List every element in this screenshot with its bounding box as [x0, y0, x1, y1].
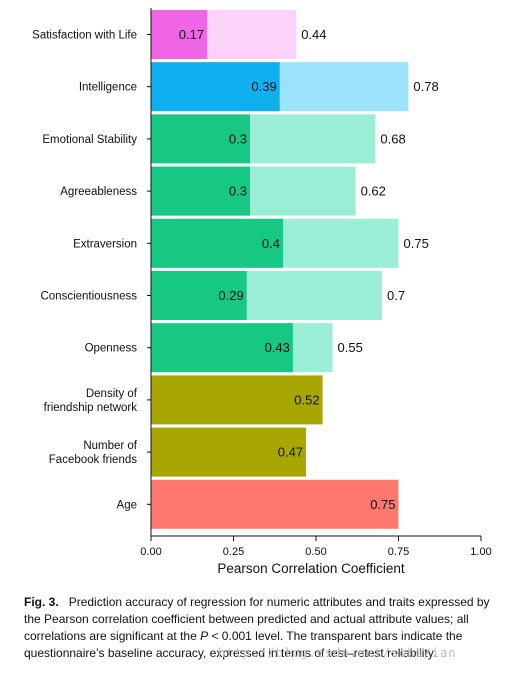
value-bar	[151, 10, 208, 59]
baseline-value-label: 0.55	[338, 340, 363, 355]
bar-chart: 0.44 0.17 0.78 0.39 0.68 0.3 0.62 0.3 0.75 0.4 0.7…	[32, 8, 492, 576]
x-tick-label: 0.75	[388, 546, 409, 558]
category-label: Openness	[85, 343, 138, 355]
bar-value-label: 0.17	[179, 27, 204, 42]
value-bar	[151, 271, 247, 320]
category-label: Emotional Stability	[42, 134, 137, 146]
value-bar	[151, 218, 283, 268]
category-labels: Satisfaction with Life Intelligence Emotio…	[32, 30, 151, 511]
baseline-value-label: 0.62	[361, 184, 386, 199]
category-label: Number of	[83, 440, 137, 452]
value-bar	[151, 375, 323, 425]
bar-value-label: 0.47	[278, 445, 303, 460]
category-label: Facebook friends	[49, 454, 137, 466]
value-bar	[151, 62, 280, 112]
caption-label: Fig. 3.	[24, 595, 59, 609]
watermark: http://blog.csdn.net/sohu/ian	[218, 646, 457, 660]
caption-text-after: < 0.001 level. The transparent bars indi…	[24, 629, 463, 660]
x-axis: 0.00 0.25 0.50 0.75 1.00	[140, 535, 492, 558]
baseline-value-label: 0.68	[380, 131, 405, 146]
figure-caption: Fig. 3. Prediction accuracy of regressio…	[24, 594, 494, 662]
x-tick-label: 0.50	[305, 546, 326, 558]
category-label: Density of	[86, 388, 138, 400]
value-bar	[151, 166, 250, 216]
category-label: friendship network	[44, 402, 138, 414]
category-label: Satisfaction with Life	[32, 30, 137, 42]
category-label: Extraversion	[73, 238, 137, 250]
bar-value-label: 0.39	[251, 79, 276, 94]
baseline-value-label: 0.78	[413, 79, 438, 94]
bar-value-label: 0.52	[294, 392, 319, 407]
baseline-value-label: 0.75	[404, 236, 429, 251]
bar-value-label: 0.3	[229, 184, 247, 199]
value-bar	[151, 479, 399, 529]
x-tick-label: 1.00	[470, 546, 491, 558]
x-tick-label: 0.25	[223, 546, 244, 558]
category-label: Agreeableness	[60, 186, 137, 198]
bar-value-label: 0.29	[218, 288, 243, 303]
category-label: Intelligence	[79, 82, 137, 94]
value-bar	[151, 323, 293, 373]
baseline-value-label: 0.7	[387, 288, 405, 303]
bar-value-label: 0.3	[229, 131, 247, 146]
x-tick-label: 0.00	[140, 546, 161, 558]
bar-value-label: 0.75	[370, 497, 395, 512]
caption-text-before: Prediction accuracy of regression for nu…	[24, 595, 490, 643]
value-bar	[151, 427, 307, 477]
category-label: Conscientiousness	[40, 291, 137, 303]
bar-value-label: 0.4	[262, 236, 280, 251]
value-bar	[151, 114, 250, 164]
category-label: Age	[117, 499, 137, 511]
x-axis-label: Pearson Correlation Coefficient	[217, 561, 405, 576]
baseline-value-label: 0.44	[301, 27, 326, 42]
bar-value-label: 0.43	[265, 340, 290, 355]
caption-p-symbol: P	[200, 629, 209, 643]
bars-group: 0.44 0.17 0.78 0.39 0.68 0.3 0.62 0.3 0.75 0.4 0.7…	[151, 10, 439, 529]
